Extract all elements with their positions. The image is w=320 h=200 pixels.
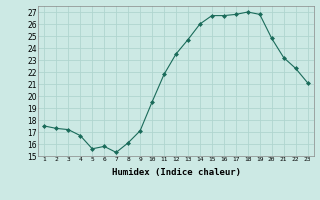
X-axis label: Humidex (Indice chaleur): Humidex (Indice chaleur) — [111, 168, 241, 177]
